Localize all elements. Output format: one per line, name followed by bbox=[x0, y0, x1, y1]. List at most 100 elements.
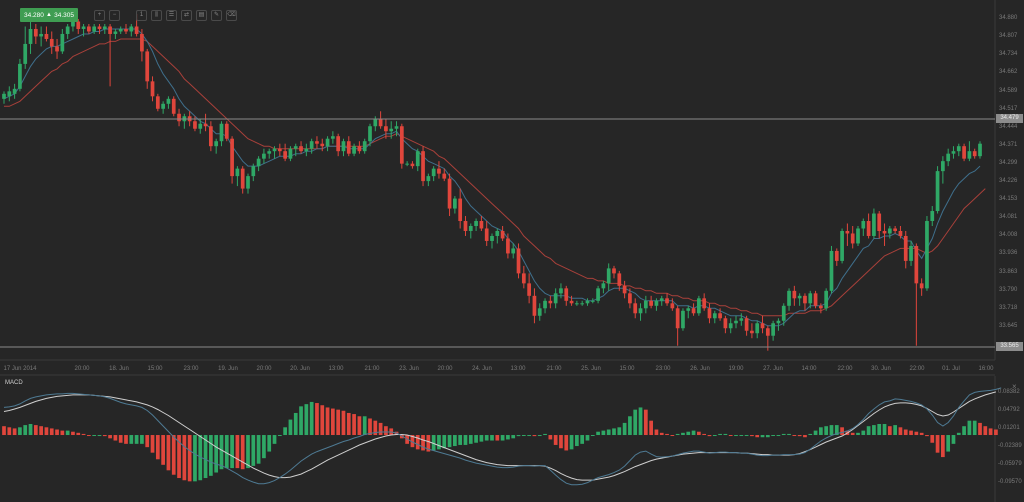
candle bbox=[675, 308, 680, 329]
candle bbox=[55, 46, 59, 52]
templates-button[interactable]: ▤ bbox=[196, 9, 207, 21]
candle bbox=[930, 211, 935, 222]
candle bbox=[781, 305, 786, 321]
macd-axis-label: -0.05979 bbox=[998, 460, 1022, 467]
macd-bar bbox=[887, 426, 892, 436]
candle bbox=[219, 123, 224, 142]
pencil-icon: ✎ bbox=[213, 12, 220, 18]
macd-bar bbox=[909, 430, 913, 436]
macd-bar bbox=[702, 433, 707, 436]
macd-bar bbox=[612, 428, 616, 436]
candle bbox=[87, 26, 91, 32]
candle bbox=[580, 303, 585, 305]
candle bbox=[506, 238, 510, 254]
timeframe-button[interactable]: 1 bbox=[136, 9, 147, 21]
candle bbox=[198, 123, 203, 129]
macd-bar bbox=[675, 433, 680, 436]
macd-bar bbox=[140, 435, 144, 444]
macd-bar bbox=[315, 403, 319, 436]
compare-button[interactable]: ⇄ bbox=[181, 9, 192, 21]
candle bbox=[405, 163, 409, 165]
high-level-tag: 34.479 bbox=[996, 114, 1023, 123]
candle bbox=[590, 300, 595, 302]
candle bbox=[712, 313, 717, 319]
candle bbox=[861, 221, 866, 229]
candle bbox=[474, 221, 478, 226]
macd-bar bbox=[622, 422, 627, 436]
macd-bar bbox=[580, 435, 585, 444]
macd-bar bbox=[617, 427, 622, 436]
macd-bar bbox=[707, 435, 712, 437]
macd-bar bbox=[60, 430, 65, 436]
candle bbox=[596, 288, 600, 301]
erase-button[interactable]: ⌫ bbox=[226, 9, 237, 21]
candle bbox=[49, 38, 54, 47]
indicators-button[interactable]: ☰ bbox=[166, 9, 177, 21]
macd-bar bbox=[484, 435, 489, 441]
candle bbox=[251, 166, 256, 177]
macd-bar bbox=[654, 429, 659, 436]
time-axis-label: 18. Jun bbox=[109, 366, 129, 372]
candle bbox=[728, 323, 733, 329]
price-axis-label: 34.517 bbox=[999, 105, 1018, 112]
time-axis-label: 24. Jun bbox=[472, 366, 492, 372]
time-axis-label: 13:00 bbox=[328, 366, 344, 372]
candle bbox=[697, 298, 701, 314]
macd-bar bbox=[797, 435, 802, 437]
candle bbox=[686, 308, 691, 311]
candle bbox=[543, 300, 547, 309]
macd-bar bbox=[384, 426, 388, 436]
macd-bar bbox=[474, 435, 478, 443]
candle bbox=[882, 230, 887, 234]
close-macd-icon[interactable]: × bbox=[1012, 382, 1017, 391]
chart-type-button[interactable]: ⫼ bbox=[151, 9, 162, 21]
candle bbox=[214, 141, 219, 147]
draw-button[interactable]: ✎ bbox=[211, 9, 222, 21]
candle bbox=[447, 178, 452, 209]
candle bbox=[224, 123, 229, 139]
macd-bar bbox=[532, 435, 537, 437]
bid-ask-badge[interactable]: 34.280 ▲ 34.305 bbox=[20, 8, 78, 22]
macd-bar bbox=[951, 435, 956, 444]
candle bbox=[585, 300, 590, 304]
zoom-out-button[interactable]: − bbox=[109, 9, 120, 21]
candle bbox=[919, 283, 924, 289]
macd-bar bbox=[521, 435, 526, 437]
candle bbox=[378, 118, 383, 127]
macd-bar bbox=[399, 435, 404, 439]
candle bbox=[765, 328, 770, 336]
candle bbox=[463, 221, 468, 231]
candle bbox=[914, 245, 919, 284]
macd-bar bbox=[739, 435, 744, 437]
candle bbox=[2, 93, 6, 99]
candle bbox=[108, 26, 112, 34]
candle bbox=[315, 141, 319, 144]
macd-bar bbox=[638, 407, 643, 436]
macd-bar bbox=[760, 435, 765, 438]
time-axis-label: 20. Jun bbox=[290, 366, 310, 372]
price-level-lines[interactable] bbox=[0, 118, 995, 348]
macd-bar bbox=[803, 435, 807, 438]
macd-bar bbox=[161, 435, 165, 465]
macd-bar bbox=[866, 426, 871, 436]
candle bbox=[734, 320, 738, 324]
macd-bar bbox=[293, 412, 298, 436]
macd-bar bbox=[299, 406, 303, 436]
price-axis-label: 33.645 bbox=[999, 323, 1018, 329]
candle bbox=[60, 33, 65, 52]
time-axis-label: 17 Jun 2014 bbox=[3, 366, 37, 372]
candle bbox=[569, 300, 574, 304]
candle bbox=[299, 146, 303, 152]
macd-panel-title: MACD bbox=[5, 380, 23, 386]
candle bbox=[28, 28, 33, 44]
macd-bar bbox=[18, 427, 22, 436]
candle bbox=[877, 213, 882, 231]
candle bbox=[453, 198, 457, 209]
zoom-in-button[interactable]: + bbox=[94, 9, 105, 21]
candle bbox=[962, 146, 966, 159]
macd-bar bbox=[527, 435, 531, 437]
macd-bar bbox=[633, 409, 638, 436]
bid-price: 34.280 bbox=[24, 11, 44, 19]
ask-price: 34.305 bbox=[54, 11, 74, 19]
